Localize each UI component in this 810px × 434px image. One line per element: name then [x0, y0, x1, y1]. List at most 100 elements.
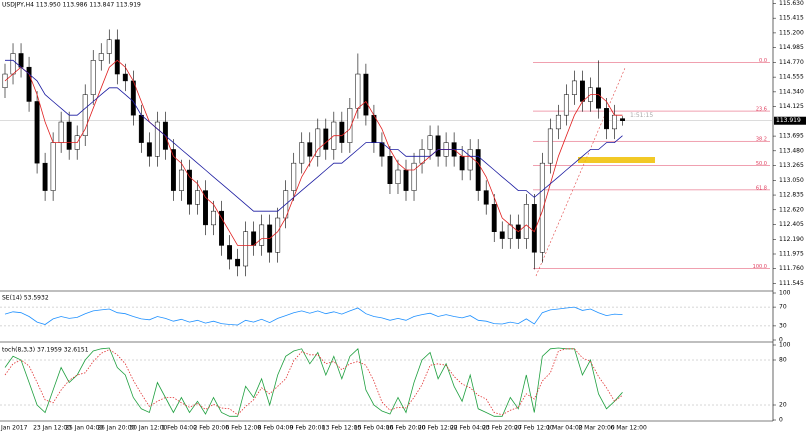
candle-body [347, 108, 353, 143]
candle-body [243, 231, 249, 267]
x-tick-label: 9 Feb 20:00 [290, 425, 326, 432]
y-tick-label: 115.415 [779, 15, 804, 22]
candle-body [571, 80, 577, 95]
candle-body [82, 94, 88, 136]
x-tick-label: 1 Mar 04:00 [546, 425, 582, 432]
candle-body [547, 128, 553, 164]
candle-body [379, 142, 385, 157]
candle-body [26, 66, 32, 102]
candle-body [507, 224, 513, 239]
x-tick-label: 15 Feb 04:00 [354, 425, 394, 432]
y-tick-label: 114.125 [779, 103, 804, 110]
candle-body [483, 190, 489, 205]
candle-body [106, 39, 112, 54]
y-tick-label: 111.975 [779, 251, 804, 258]
x-tick-label: 25 Jan 04:00 [65, 425, 103, 432]
y-tick-label: 114.555 [779, 74, 804, 81]
candle-body [563, 94, 569, 116]
candle-body [10, 53, 16, 75]
x-tick-label: 22 Feb 04:00 [450, 425, 490, 432]
y-tick-label: 113.050 [779, 177, 804, 184]
bid-label: 113.919 [776, 117, 801, 124]
candle-body [251, 231, 257, 246]
candle-body [620, 118, 625, 121]
candle-body [187, 169, 192, 205]
fib-label: 50.0 [756, 161, 767, 167]
candle-body [178, 169, 184, 191]
candle-body [227, 245, 233, 260]
y-tick-label: 100 [779, 290, 791, 297]
y-tick-label: 113.480 [779, 147, 804, 154]
highlight-zone [578, 157, 655, 163]
y-tick-label: 100 [779, 342, 791, 349]
candle-body [427, 135, 433, 150]
candle-body [363, 73, 369, 116]
candle-body [459, 156, 465, 171]
candle-body [555, 114, 561, 130]
x-tick-label: 26 Jan 20:00 [97, 425, 135, 432]
x-tick-label: 1 Feb 04:00 [161, 425, 197, 432]
y-tick-label: 0 [779, 337, 783, 344]
indicator-line [4, 347, 623, 417]
candle-body [523, 204, 529, 239]
candle-body [355, 73, 361, 109]
bid-box [774, 116, 806, 125]
candle-body [122, 73, 128, 82]
candle-body [612, 114, 617, 130]
candle-body [315, 128, 321, 157]
candle-body [170, 149, 176, 191]
candle-body [531, 204, 537, 253]
x-tick-label: 6 Feb 12:00 [226, 425, 262, 432]
candle-body [66, 121, 72, 150]
y-tick-label: 113.695 [779, 133, 804, 140]
x-tick-label: Jan 2017 [0, 425, 28, 432]
candle-body [50, 142, 56, 191]
candle-body [499, 231, 505, 239]
candle-body [339, 121, 345, 143]
x-tick-label: 16 Feb 20:00 [386, 425, 426, 432]
x-tick-label: 23 Feb 20:00 [482, 425, 522, 432]
x-tick-label: 27 Feb 12:00 [514, 425, 554, 432]
y-tick-label: 0 [779, 417, 783, 424]
y-tick-label: 115.200 [779, 29, 804, 36]
candle-body [219, 210, 224, 246]
candle-body [475, 149, 481, 191]
candle-body [195, 190, 200, 205]
fib-label: 38.2 [756, 137, 767, 143]
x-tick-label: 8 Feb 04:00 [258, 425, 294, 432]
y-tick-label: 112.405 [779, 221, 804, 228]
y-tick-label: 111.545 [779, 280, 804, 287]
indicator-line [5, 59, 623, 212]
candle-body [403, 169, 409, 191]
y-tick-label: 112.835 [779, 192, 804, 199]
x-tick-label: 13 Feb 12:00 [322, 425, 362, 432]
candle-body [395, 169, 401, 184]
candle-body [299, 142, 305, 164]
panel-title: SE(14) 53.5932 [2, 295, 49, 302]
candle-body [138, 114, 144, 143]
candle-body [411, 162, 417, 191]
y-tick-label: 115.630 [779, 0, 804, 7]
y-tick-label: 70 [779, 304, 787, 311]
candle-body [371, 114, 377, 143]
panel-title: USDJPY,H4 113.950 113.986 113.847 113.91… [2, 2, 141, 9]
y-tick-label: 30 [779, 322, 787, 329]
x-tick-label: 2 Feb 20:00 [193, 425, 229, 432]
y-tick-label: 114.770 [779, 59, 804, 66]
candle-body [146, 142, 152, 157]
candle-body [579, 80, 585, 102]
candle-body [604, 108, 609, 130]
candle-body [539, 162, 545, 253]
fib-label: 61.8 [756, 185, 767, 191]
fib-label: 0.0 [759, 58, 767, 64]
x-tick-label: 30 Jan 12:00 [129, 425, 167, 432]
candle-body [58, 121, 64, 143]
timer: 1:51:15 [630, 112, 653, 119]
candle-body [203, 190, 208, 226]
candle-body [211, 210, 216, 226]
panel-title: toch(8,3,3) 37.1959 32.6151 [2, 347, 89, 354]
candle-body [154, 121, 160, 157]
candle-body [34, 101, 40, 164]
candle-body [596, 87, 601, 109]
